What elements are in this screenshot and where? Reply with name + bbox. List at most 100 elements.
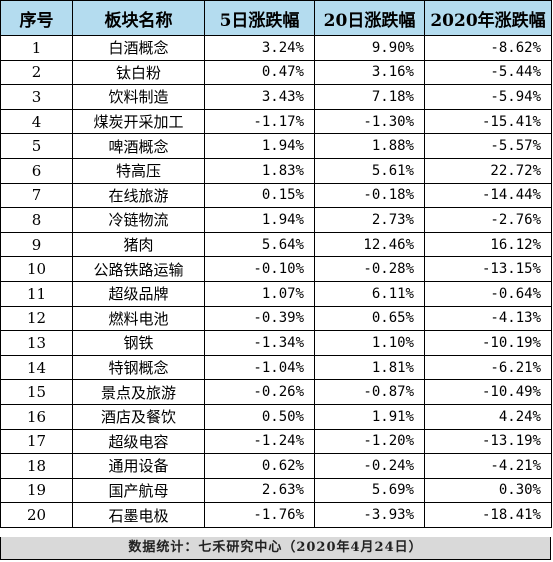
table-row: 16 酒店及餐饮 0.50% 1.91% 4.24%	[0, 403, 552, 430]
cell-index: 7	[0, 182, 73, 209]
cell-2020-change: -10.19%	[424, 330, 552, 356]
table-row: 3 饮料制造 3.43% 7.18% -5.94%	[0, 84, 552, 110]
table-row: 8 冷链物流 1.94% 2.73% -2.76%	[0, 207, 552, 233]
cell-sector-name: 超级品牌	[72, 280, 205, 307]
cell-5day-change: 0.50%	[204, 403, 315, 430]
table-row: 18 通用设备 0.62% -0.24% -4.21%	[0, 453, 552, 479]
cell-2020-change: -13.19%	[424, 428, 552, 455]
cell-20day-change: -1.20%	[314, 428, 425, 455]
cell-5day-change: -0.26%	[204, 379, 315, 405]
cell-index: 12	[0, 305, 73, 332]
header-row: 序号 板块名称 5日涨跌幅 20日涨跌幅 2020年涨跌幅	[0, 0, 552, 36]
cell-5day-change: 1.07%	[204, 280, 315, 307]
cell-sector-name: 景点及旅游	[72, 379, 205, 405]
cell-index: 16	[0, 403, 73, 430]
cell-sector-name: 石墨电极	[72, 502, 205, 528]
cell-20day-change: -0.18%	[314, 182, 425, 209]
cell-5day-change: 0.62%	[204, 453, 315, 479]
cell-index: 13	[0, 330, 73, 356]
cell-2020-change: -10.49%	[424, 379, 552, 405]
cell-20day-change: 5.69%	[314, 477, 425, 504]
cell-sector-name: 特高压	[72, 157, 205, 184]
header-index: 序号	[0, 0, 73, 36]
cell-sector-name: 在线旅游	[72, 182, 205, 209]
cell-5day-change: 1.94%	[204, 133, 315, 159]
cell-sector-name: 钢铁	[72, 330, 205, 356]
header-2020-change: 2020年涨跌幅	[424, 0, 552, 36]
cell-20day-change: -3.93%	[314, 502, 425, 528]
cell-20day-change: 1.91%	[314, 403, 425, 430]
cell-20day-change: 3.16%	[314, 59, 425, 86]
cell-20day-change: -0.28%	[314, 256, 425, 282]
cell-2020-change: -13.15%	[424, 256, 552, 282]
cell-2020-change: -5.44%	[424, 59, 552, 86]
cell-index: 10	[0, 256, 73, 282]
sector-performance-table: 序号 板块名称 5日涨跌幅 20日涨跌幅 2020年涨跌幅 1 白酒概念 3.24%…	[0, 0, 552, 528]
table-row: 7 在线旅游 0.15% -0.18% -14.44%	[0, 182, 552, 209]
cell-2020-change: -5.57%	[424, 133, 552, 159]
cell-2020-change: -14.44%	[424, 182, 552, 209]
cell-2020-change: 0.30%	[424, 477, 552, 504]
cell-2020-change: -15.41%	[424, 108, 552, 135]
cell-5day-change: 3.24%	[204, 35, 315, 61]
cell-2020-change: 4.24%	[424, 403, 552, 430]
cell-2020-change: -8.62%	[424, 35, 552, 61]
cell-5day-change: -1.24%	[204, 428, 315, 455]
cell-2020-change: -4.13%	[424, 305, 552, 332]
cell-sector-name: 国产航母	[72, 477, 205, 504]
cell-index: 11	[0, 280, 73, 307]
cell-sector-name: 猪肉	[72, 231, 205, 258]
cell-5day-change: -1.76%	[204, 502, 315, 528]
cell-index: 8	[0, 207, 73, 233]
cell-20day-change: -1.30%	[314, 108, 425, 135]
cell-index: 15	[0, 379, 73, 405]
cell-index: 5	[0, 133, 73, 159]
cell-index: 20	[0, 502, 73, 528]
header-20day-change: 20日涨跌幅	[314, 0, 425, 36]
cell-sector-name: 超级电容	[72, 428, 205, 455]
table-header: 序号 板块名称 5日涨跌幅 20日涨跌幅 2020年涨跌幅	[0, 0, 552, 36]
cell-2020-change: -5.94%	[424, 84, 552, 110]
cell-20day-change: 12.46%	[314, 231, 425, 258]
cell-index: 6	[0, 157, 73, 184]
cell-20day-change: 7.18%	[314, 84, 425, 110]
table-row: 5 啤酒概念 1.94% 1.88% -5.57%	[0, 133, 552, 159]
cell-sector-name: 公路铁路运输	[72, 256, 205, 282]
cell-index: 18	[0, 453, 73, 479]
cell-5day-change: -1.17%	[204, 108, 315, 135]
cell-20day-change: 1.81%	[314, 354, 425, 381]
table-row: 20 石墨电极 -1.76% -3.93% -18.41%	[0, 502, 552, 528]
cell-20day-change: 1.10%	[314, 330, 425, 356]
cell-index: 19	[0, 477, 73, 504]
cell-sector-name: 特钢概念	[72, 354, 205, 381]
table-row: 19 国产航母 2.63% 5.69% 0.30%	[0, 477, 552, 504]
table-body: 1 白酒概念 3.24% 9.90% -8.62% 2 钛白粉 0.47% 3.16% -5.44…	[0, 35, 552, 528]
cell-20day-change: 2.73%	[314, 207, 425, 233]
cell-sector-name: 白酒概念	[72, 35, 205, 61]
cell-index: 9	[0, 231, 73, 258]
cell-5day-change: 1.94%	[204, 207, 315, 233]
table-row: 13 钢铁 -1.34% 1.10% -10.19%	[0, 330, 552, 356]
cell-5day-change: -0.39%	[204, 305, 315, 332]
table-row: 4 煤炭开采加工 -1.17% -1.30% -15.41%	[0, 108, 552, 135]
table-row: 6 特高压 1.83% 5.61% 22.72%	[0, 157, 552, 184]
cell-sector-name: 酒店及餐饮	[72, 403, 205, 430]
cell-index: 4	[0, 108, 73, 135]
cell-2020-change: 16.12%	[424, 231, 552, 258]
table-row: 11 超级品牌 1.07% 6.11% -0.64%	[0, 280, 552, 307]
cell-2020-change: -18.41%	[424, 502, 552, 528]
cell-index: 14	[0, 354, 73, 381]
cell-5day-change: -1.04%	[204, 354, 315, 381]
source-footer: 数据统计：七禾研究中心（2020年4月24日）	[0, 537, 551, 560]
cell-20day-change: 1.88%	[314, 133, 425, 159]
cell-index: 2	[0, 59, 73, 86]
cell-2020-change: -6.21%	[424, 354, 552, 381]
table-row: 17 超级电容 -1.24% -1.20% -13.19%	[0, 428, 552, 455]
table-row: 12 燃料电池 -0.39% 0.65% -4.13%	[0, 305, 552, 332]
table-row: 2 钛白粉 0.47% 3.16% -5.44%	[0, 59, 552, 86]
table-row: 15 景点及旅游 -0.26% -0.87% -10.49%	[0, 379, 552, 405]
cell-20day-change: -0.24%	[314, 453, 425, 479]
cell-20day-change: 0.65%	[314, 305, 425, 332]
cell-5day-change: -0.10%	[204, 256, 315, 282]
cell-5day-change: 5.64%	[204, 231, 315, 258]
